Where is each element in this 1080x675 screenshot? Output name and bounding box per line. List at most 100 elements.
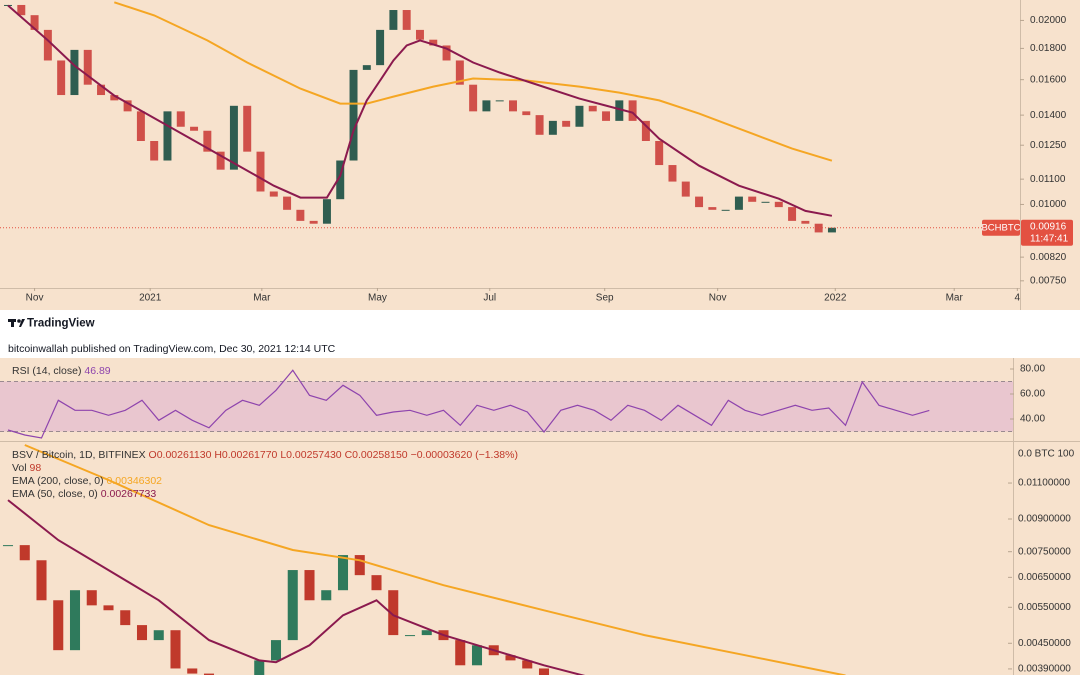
candle [442,45,451,61]
candle [203,130,212,152]
x-tick-label: Sep [596,293,614,304]
y-tick-label: 0.01000 [1030,199,1067,210]
ema50-line [7,499,586,675]
y-tick-label: 0.01100 [1030,174,1066,185]
candle [296,209,305,221]
rsi-legend: RSI (14, close) 46.89 [12,365,111,377]
ohlc-change: −0.00003620 (−1.38%) [411,449,518,461]
bsvbtc-plot [2,444,846,675]
candle [801,220,810,224]
candle [136,111,145,141]
x-tick-label: Mar [946,293,964,304]
candle [734,196,743,210]
candle [30,15,39,30]
ohlc-high: H0.00261770 [214,449,277,461]
candle [57,60,66,96]
candle [562,120,571,127]
candle [404,635,416,637]
y-tick-label: 0.00390000 [1018,664,1071,675]
candle [471,645,483,666]
bsv-title: BSV / Bitcoin, 1D, BITFINEX [12,449,146,461]
volume-name: Vol [12,462,27,474]
y-tick-label: 0.00900000 [1018,514,1071,525]
ema200-legend: EMA (200, close, 0) 0.00346302 [12,475,162,487]
top-panel-bg [0,0,1080,310]
x-tick-label: Mar [253,293,271,304]
candle [655,140,664,166]
countdown-label: 11:47:41 [1030,233,1069,244]
y-tick-label: 0.01600 [1030,74,1067,85]
candle [337,555,349,591]
y-tick-label: 40.00 [1020,414,1045,425]
x-tick-label: Nov [26,293,44,304]
candle [150,140,159,161]
candle [522,660,533,669]
candle [120,610,131,626]
y-tick-label: 80.00 [1020,364,1045,375]
candle [814,223,823,233]
x-tick-label: 4 [1015,293,1021,304]
last-price-label: 0.00916 [1030,221,1067,232]
candle [243,105,252,152]
candle [203,673,215,675]
volume-legend: Vol 98 [12,462,41,474]
y-tick-label: 60.00 [1020,389,1045,400]
candle [774,201,783,208]
candle [287,570,298,641]
candle [86,590,97,606]
candle [4,4,12,6]
candle [748,196,757,202]
candle [43,29,52,61]
ema50-legend: EMA (50, close, 0) 0.00267733 [12,488,156,500]
candle [421,630,432,636]
candle [83,49,92,85]
y-tick-label: 0.00820 [1030,252,1067,263]
candle [495,100,504,102]
candle [681,181,690,197]
y-tick-label: 0.00750000 [1018,546,1071,557]
y-tick-label: 0.01250 [1030,140,1067,151]
ema200-line [24,444,846,675]
candle [69,590,81,651]
candle [53,600,64,651]
candle [254,660,265,675]
price-badge [1021,219,1073,246]
candle [415,29,424,40]
candle [17,4,26,16]
candle [110,95,119,101]
candle [602,111,611,121]
ohlc-open: O0.00261130 [149,449,212,461]
candle [708,207,717,210]
candle [588,105,597,112]
symbol-label: BCHBTC [981,222,1020,233]
rsi-plot [0,369,1013,439]
candle [548,120,557,135]
candle [270,640,282,661]
y-tick-label: 0.00750 [1030,275,1067,286]
candle [388,590,399,636]
candle [269,191,278,197]
candle [163,111,172,161]
candle [362,65,371,70]
candle [19,545,30,561]
bchbtc-plot [0,1,1020,233]
candle [36,560,47,601]
candle [509,100,517,112]
candle [376,29,385,66]
published-note: bitcoinwallah published on TradingView.c… [8,343,336,355]
candle [304,570,315,601]
candle [70,49,79,96]
x-tick-label: 2022 [824,293,847,304]
candle [668,165,677,182]
candle [371,575,382,591]
y-tick-label: 0.01100000 [1018,478,1071,489]
axis-header: 0.0 BTC 100 [1018,449,1075,460]
candle [229,105,238,170]
ema200-name: EMA (200, close, 0) [12,475,104,487]
rsi-axes: 80.00 60.00 40.00 [1010,364,1045,425]
candle [482,100,491,112]
candle [283,196,292,210]
candle [170,630,181,669]
